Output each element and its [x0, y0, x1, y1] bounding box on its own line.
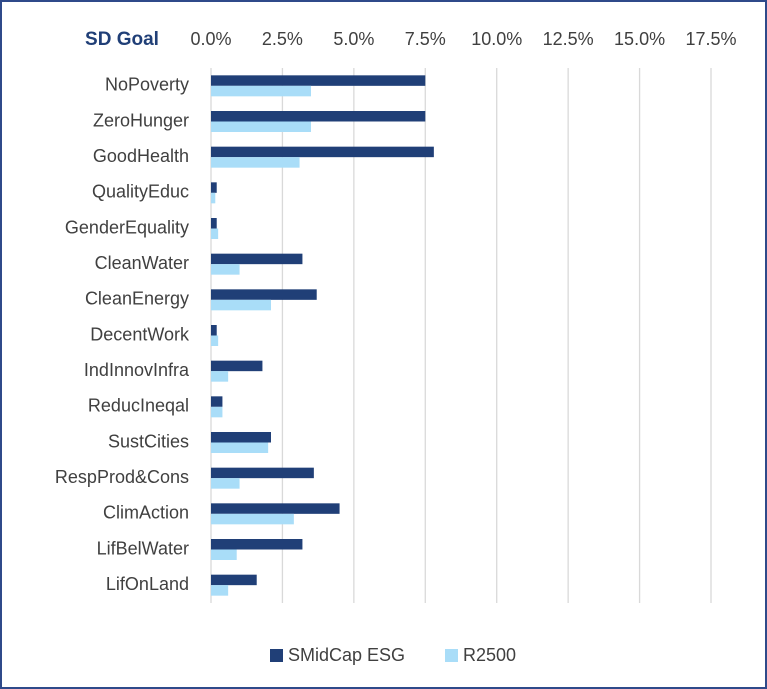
y-tick-label: SustCities — [108, 431, 189, 451]
bar — [211, 299, 271, 311]
bar — [211, 432, 271, 443]
bar — [211, 146, 434, 158]
axis-title: SD Goal — [85, 29, 159, 50]
bar — [211, 85, 311, 97]
bar — [211, 218, 217, 229]
x-tick-label: 12.5% — [543, 29, 594, 49]
y-tick-label: LifBelWater — [97, 538, 189, 558]
x-tick-label: 15.0% — [614, 29, 665, 49]
bar — [211, 406, 223, 418]
y-tick-label: GoodHealth — [93, 146, 189, 166]
bar — [211, 549, 237, 560]
x-tick-label: 2.5% — [262, 29, 303, 49]
bar — [211, 539, 303, 550]
x-tick-label: 0.0% — [190, 29, 231, 49]
bar — [211, 192, 216, 204]
bar — [211, 467, 314, 479]
legend-swatch — [445, 649, 458, 662]
bar — [211, 513, 294, 525]
x-tick-label: 17.5% — [685, 29, 736, 49]
y-tick-label: GenderEquality — [65, 217, 189, 237]
y-tick-label: CleanWater — [95, 253, 189, 273]
legend-swatch — [270, 649, 283, 662]
y-tick-label: CleanEnergy — [85, 289, 189, 309]
bar — [211, 396, 223, 407]
bar — [211, 75, 426, 86]
bar — [211, 264, 240, 275]
y-tick-label: RespProd&Cons — [55, 467, 189, 487]
bar — [211, 289, 317, 300]
bar — [211, 121, 311, 132]
bar — [211, 111, 426, 122]
bar — [211, 442, 269, 453]
bar — [211, 325, 217, 336]
y-tick-label: DecentWork — [90, 324, 190, 344]
y-tick-label: IndInnovInfra — [84, 360, 190, 380]
bar — [211, 253, 303, 265]
bar — [211, 228, 219, 239]
x-tick-label: 10.0% — [471, 29, 522, 49]
legend-label: R2500 — [463, 645, 516, 665]
x-tick-label: 7.5% — [405, 29, 446, 49]
x-tick-label: 5.0% — [333, 29, 374, 49]
y-tick-label: ReducIneqal — [88, 396, 189, 416]
y-tick-label: NoPoverty — [105, 75, 189, 95]
bar — [211, 335, 219, 346]
bar — [211, 574, 257, 586]
bar — [211, 478, 240, 489]
bar — [211, 360, 263, 372]
legend-label: SMidCap ESG — [288, 645, 405, 665]
bar — [211, 585, 229, 596]
bar — [211, 157, 300, 168]
bar — [211, 503, 340, 514]
bar — [211, 371, 229, 382]
bar — [211, 182, 217, 193]
y-tick-label: ClimAction — [103, 503, 189, 523]
y-tick-label: ZeroHunger — [93, 110, 189, 130]
y-tick-label: QualityEduc — [92, 182, 189, 202]
y-tick-label: LifOnLand — [106, 574, 189, 594]
